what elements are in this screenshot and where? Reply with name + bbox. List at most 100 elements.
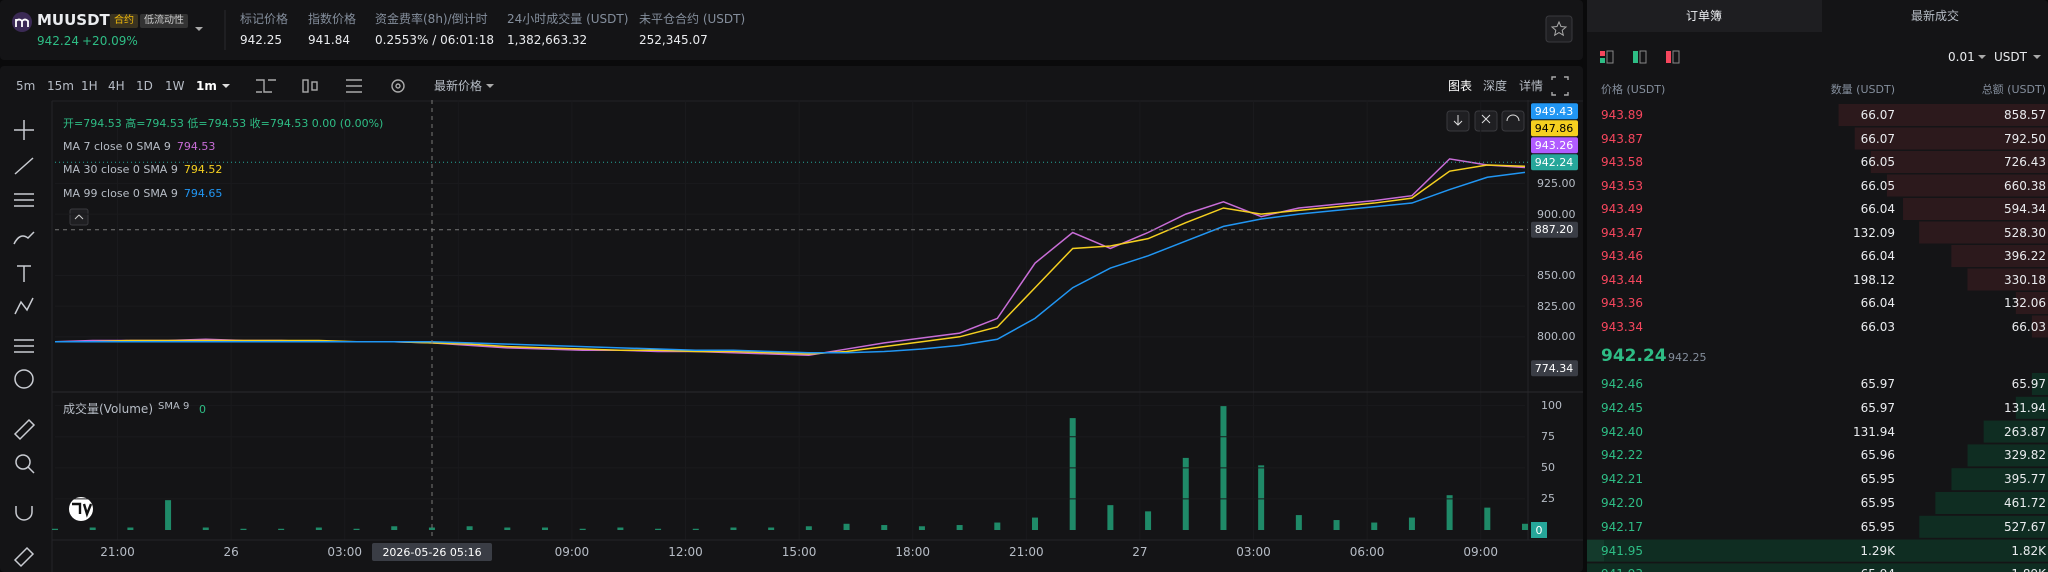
order-total: 66.03	[2011, 319, 2046, 334]
time-tick-label: 27	[1132, 545, 1148, 559]
order-total: 395.77	[2004, 472, 2046, 487]
volume-bar	[956, 525, 963, 530]
volume-bar	[1371, 522, 1378, 530]
order-total: 1.89K	[2011, 566, 2046, 572]
price-marker-label: 947.86	[1534, 121, 1574, 135]
column-header: 价格 (USDT)	[1601, 82, 1666, 96]
view-tab[interactable]: 深度	[1482, 79, 1508, 93]
price-marker-box	[1531, 360, 1578, 377]
volume-bar	[1522, 523, 1528, 530]
ma-line	[55, 164, 1526, 355]
interval-button[interactable]: 1W	[165, 79, 185, 93]
orderbook-tab[interactable]: 订单簿	[1685, 9, 1723, 23]
time-tick-label: 03:00	[1236, 545, 1271, 559]
volume-bar	[1484, 507, 1491, 530]
order-quantity: 65.95	[1860, 519, 1895, 534]
trades-tab[interactable]: 最新成交	[1910, 9, 1960, 23]
chevron-icon	[74, 214, 84, 220]
order-total: 396.22	[2004, 249, 2046, 263]
order-price: 943.34	[1601, 319, 1643, 334]
volume-bar	[278, 528, 285, 530]
dropdown-arrow[interactable]	[195, 27, 203, 31]
ma-legend: MA 7 close 0 SMA 9 794.53	[63, 139, 215, 154]
price-marker-box	[1531, 137, 1578, 154]
orderbook-view-icons[interactable]	[1600, 50, 2041, 64]
order-price: 942.20	[1601, 496, 1643, 510]
last-price: 942.24	[37, 34, 79, 48]
tag: 合约	[110, 14, 138, 28]
order-quantity: 198.12	[1853, 272, 1895, 287]
volume-bar	[127, 527, 134, 530]
volume-bar	[89, 527, 96, 530]
order-quantity: 1.29K	[1860, 543, 1895, 558]
interval-button[interactable]: 4H	[108, 79, 125, 93]
order-quantity: 65.95	[1860, 496, 1895, 510]
active-tab-bg	[1587, 0, 1822, 32]
order-quantity: 65.97	[1860, 377, 1895, 391]
time-tick-label: 06:00	[1349, 545, 1385, 559]
orderbook-last-price: 942.24	[1601, 345, 1667, 366]
order-price: 943.44	[1601, 272, 1643, 287]
order-quantity: 66.07	[1860, 108, 1895, 122]
order-total: 792.50	[2004, 131, 2046, 146]
stat-value: 252,345.07	[639, 33, 708, 47]
order-quantity: 66.07	[1860, 131, 1895, 146]
y-tick-label: 925.00	[1537, 176, 1576, 190]
volume-marker-label: 0	[1535, 523, 1543, 537]
volume-bar	[918, 526, 925, 530]
volume-bar	[391, 526, 398, 530]
stat-label: 资金费率(8h)/倒计时	[375, 12, 488, 26]
stat-label: 未平仓合约 (USDT)	[639, 12, 746, 26]
stat-value: 941.84	[308, 33, 350, 47]
chart-button-icons	[1453, 114, 1520, 126]
order-total: 461.72	[2004, 496, 2046, 510]
interval-button[interactable]: 1H	[81, 79, 98, 93]
time-tick-label: 21:00	[1009, 545, 1044, 559]
price-marker-box	[1531, 221, 1578, 238]
star-icon	[1550, 20, 1568, 37]
depth-bar	[2031, 373, 2048, 395]
interval-button[interactable]: 5m	[16, 79, 36, 93]
ma-legend-value: 794.53	[176, 139, 216, 153]
order-quantity: 65.94	[1861, 566, 1895, 572]
order-total: 726.43	[2004, 155, 2046, 169]
favorite-button[interactable]	[1545, 15, 1573, 43]
header-panel	[0, 0, 1583, 60]
ma-legend-value: 794.65	[183, 186, 223, 200]
interval-button[interactable]: 15m	[47, 79, 74, 93]
ohlc-legend: 开=794.53 高=794.53 低=794.53 收=794.53 0.00…	[63, 116, 384, 130]
interval-button[interactable]: 1D	[136, 79, 153, 93]
order-total: 528.30	[2004, 225, 2046, 240]
depth-bar	[1919, 515, 2048, 538]
volume-bar	[315, 527, 322, 530]
stat-value: 942.25	[240, 33, 282, 47]
tick-size-select[interactable]: 0.01	[1948, 50, 1975, 64]
chart-buttons[interactable]	[1446, 110, 1525, 132]
volume-bar	[1107, 505, 1114, 530]
ma-line	[54, 158, 1526, 356]
column-header: 总额 (USDT)	[1981, 82, 2046, 96]
volume-bar	[1446, 495, 1453, 530]
order-total: 263.87	[2004, 424, 2046, 439]
depth-bar	[1951, 468, 2048, 491]
price-marker-label: 949.43	[1534, 104, 1574, 118]
volume-bar	[1069, 418, 1076, 530]
volume-marker-box	[1531, 522, 1547, 538]
drawing-tools[interactable]	[13, 120, 36, 568]
volume-bar	[542, 527, 548, 530]
volume-bar	[1333, 520, 1340, 530]
volume-bar	[202, 527, 209, 530]
order-total: 858.57	[2004, 108, 2046, 122]
collapse-legend-button[interactable]	[69, 208, 89, 226]
depth-bar	[2015, 292, 2048, 314]
interval-button[interactable]: 1m	[196, 79, 217, 93]
volume-bar	[353, 528, 360, 530]
volume-bar	[579, 528, 586, 530]
order-quantity: 65.97	[1860, 400, 1895, 415]
toolbar-icons[interactable]	[222, 76, 1569, 96]
view-tab[interactable]: 详情	[1518, 79, 1544, 93]
price-source[interactable]: 最新价格	[434, 79, 483, 93]
unit-select[interactable]: USDT	[1994, 50, 2027, 64]
view-tab[interactable]: 图表	[1447, 79, 1473, 93]
